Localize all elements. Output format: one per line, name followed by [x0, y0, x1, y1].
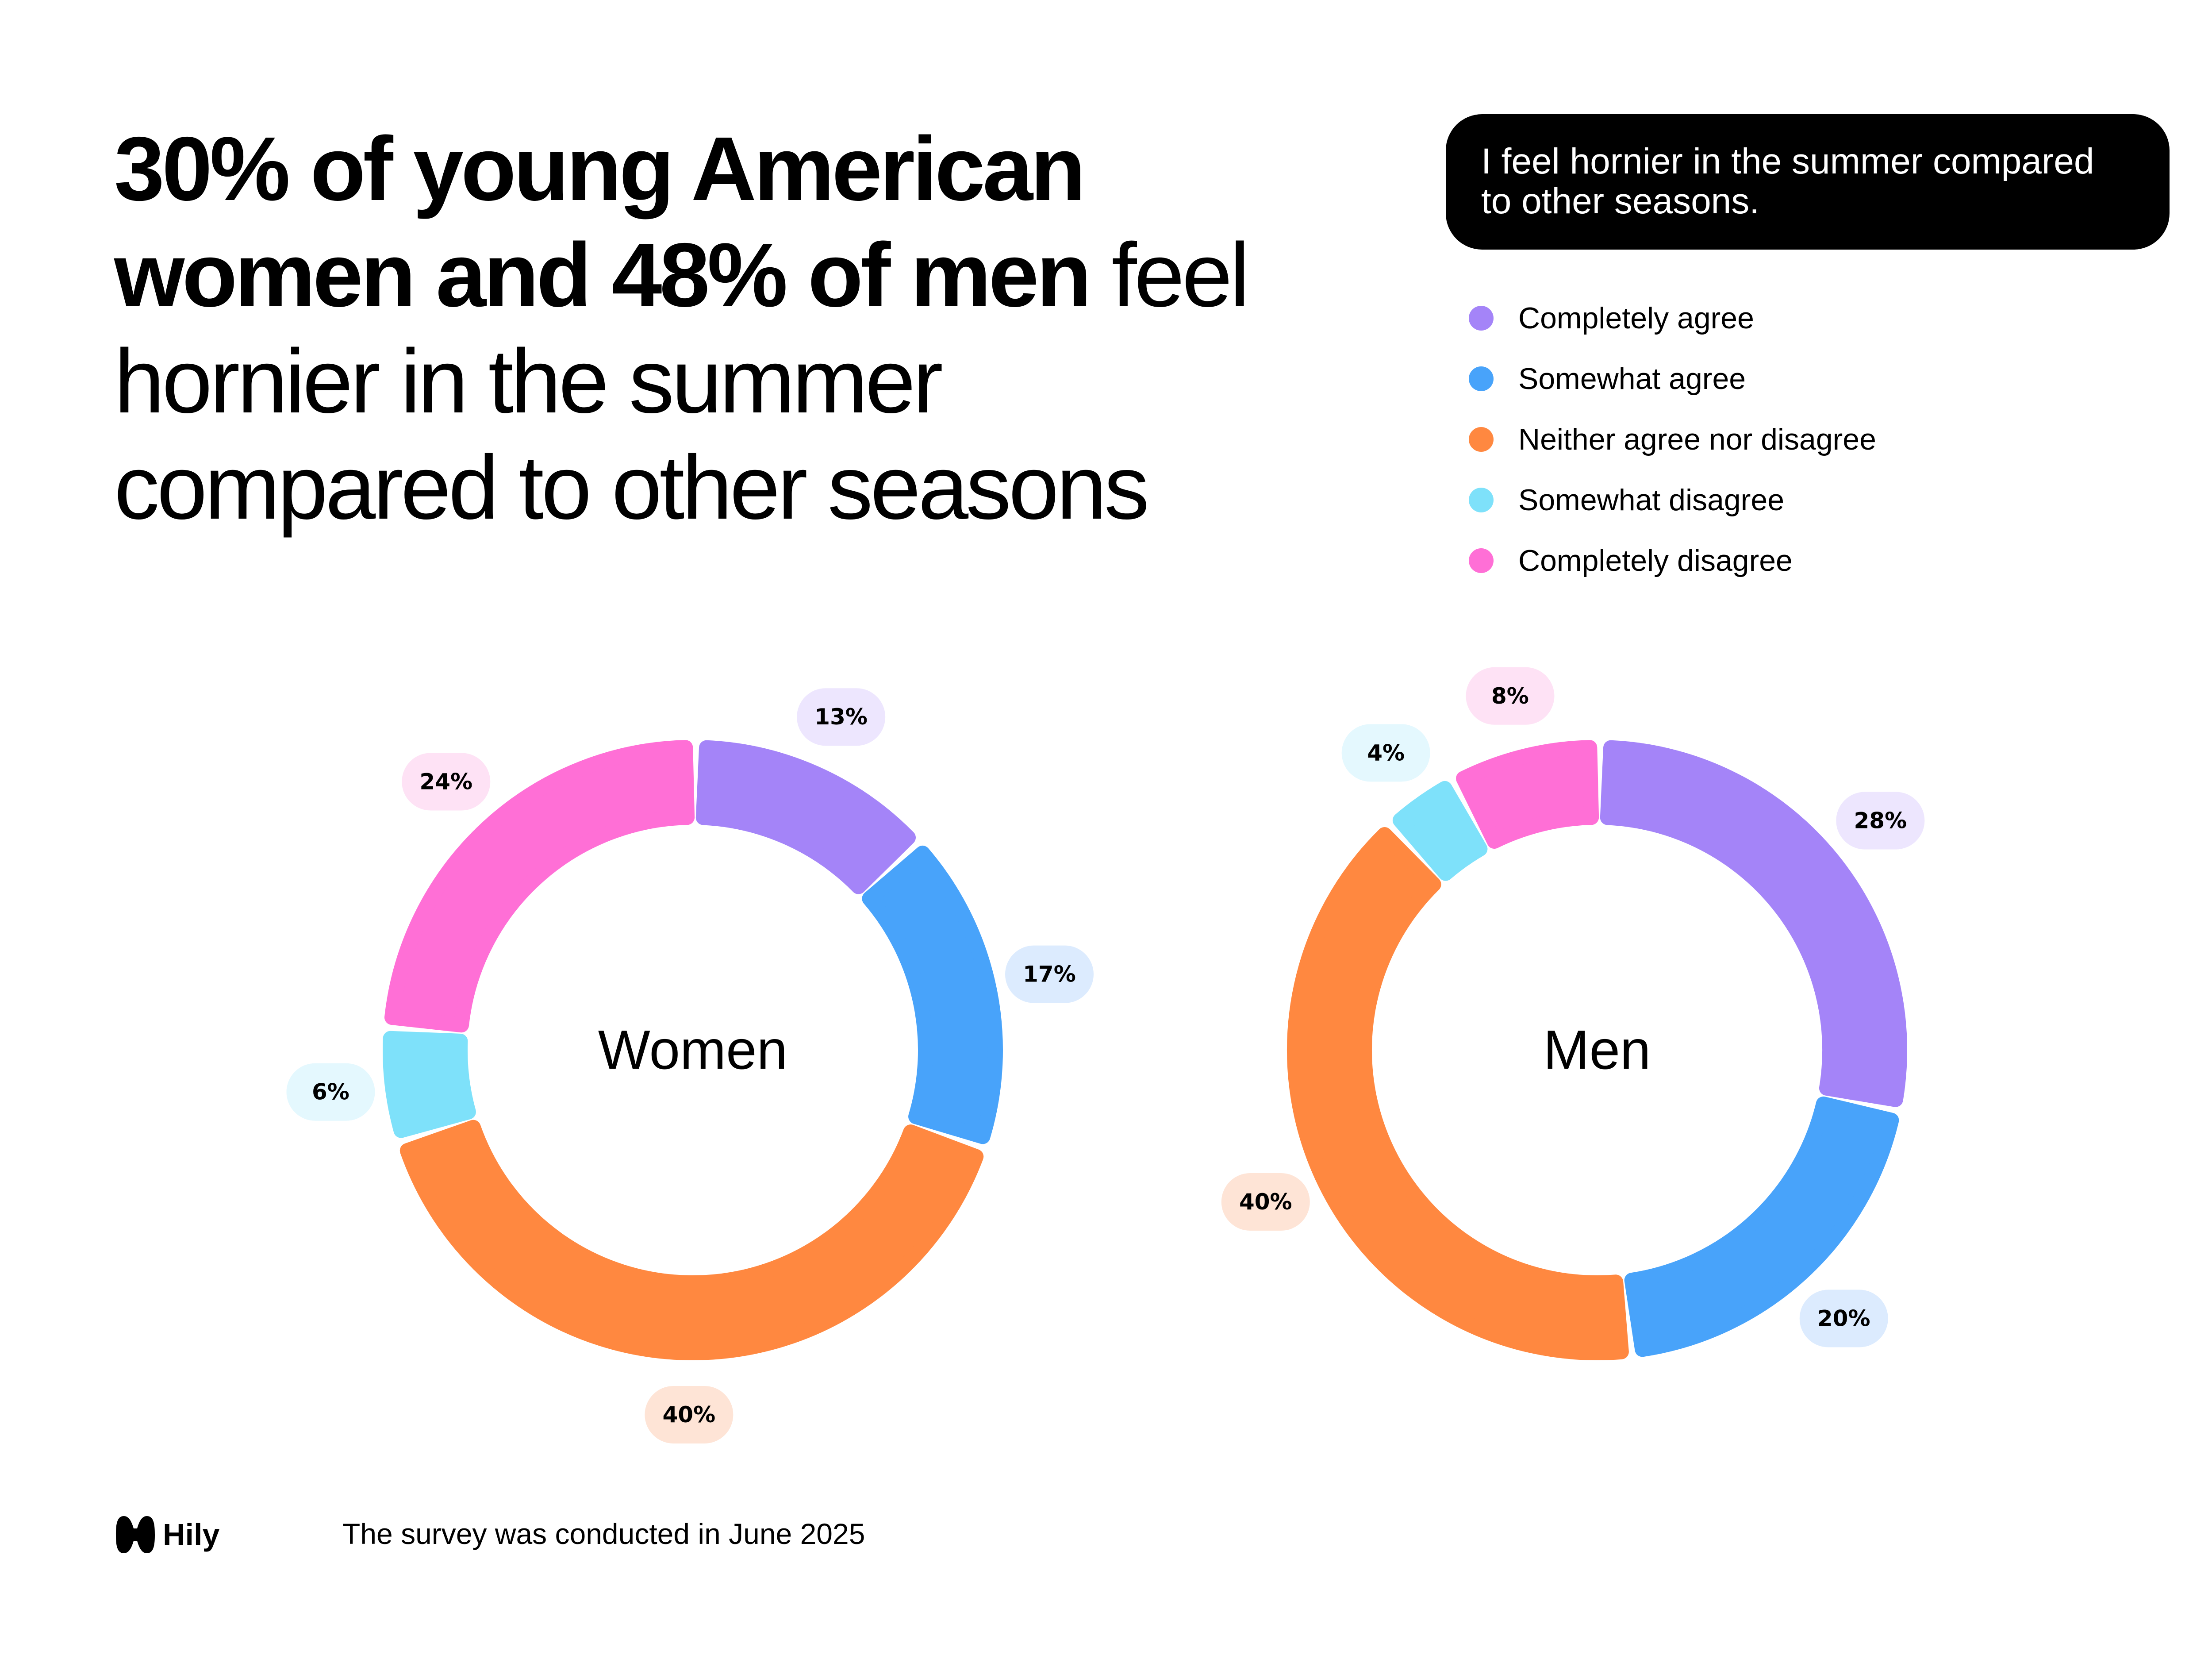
donut-women: 13% 17% 40% 6% 24% Women	[286, 688, 1094, 1443]
donut-slice-neither-agree-nor-disagree	[399, 1120, 984, 1360]
legend-item-somewhat-disagree: Somewhat disagree	[1469, 470, 1876, 530]
value-label: 8%	[1491, 683, 1529, 709]
value-label: 24%	[419, 769, 472, 794]
legend-label: Somewhat agree	[1518, 362, 1746, 396]
donut-men: 28% 20% 40% 4% 8% Men	[1221, 667, 1925, 1360]
donut-slice-completely-agree	[695, 740, 916, 894]
value-label-pill	[1836, 792, 1925, 850]
headline-rest: feel hornier in the summer compared to o…	[114, 224, 1250, 538]
legend-item-somewhat-agree: Somewhat agree	[1469, 348, 1876, 409]
legend: Completely agree Somewhat agree Neither …	[1469, 288, 1876, 591]
legend-label: Neither agree nor disagree	[1518, 422, 1876, 456]
value-label: 40%	[1239, 1189, 1292, 1215]
legend-item-completely-agree: Completely agree	[1469, 288, 1876, 348]
value-label-pill	[1221, 1173, 1310, 1231]
donut-slice-somewhat-disagree	[1392, 781, 1488, 881]
legend-item-completely-disagree: Completely disagree	[1469, 530, 1876, 591]
question-text: I feel hornier in the summer compared to…	[1481, 141, 2094, 221]
legend-label: Completely agree	[1518, 301, 1754, 335]
value-label: 13%	[814, 704, 868, 730]
value-label: 40%	[663, 1402, 716, 1428]
donut-slice-somewhat-disagree	[383, 1031, 476, 1138]
value-label-pill	[1341, 724, 1430, 782]
value-label: 6%	[312, 1079, 349, 1105]
legend-dot-icon	[1469, 487, 1494, 512]
value-label-pill	[797, 688, 886, 746]
value-label-pill	[1799, 1289, 1888, 1347]
donut-center-label: Men	[1543, 1020, 1651, 1081]
donut-slice-somewhat-agree	[1624, 1096, 1899, 1357]
brand-logo: Hily	[114, 1513, 219, 1556]
legend-dot-icon	[1469, 427, 1494, 452]
legend-label: Somewhat disagree	[1518, 483, 1785, 517]
value-label-pill	[286, 1063, 375, 1121]
donut-slice-completely-agree	[1600, 740, 1907, 1107]
headline: 30% of young American women and 48% of m…	[114, 116, 1309, 541]
legend-dot-icon	[1469, 305, 1494, 331]
value-label-pill	[645, 1386, 733, 1443]
value-label: 28%	[1854, 808, 1907, 833]
value-label: 20%	[1817, 1306, 1870, 1332]
value-label-pill	[1466, 667, 1555, 725]
legend-item-neither: Neither agree nor disagree	[1469, 409, 1876, 470]
donut-slice-neither-agree-nor-disagree	[1286, 827, 1629, 1360]
donut-slice-completely-disagree	[384, 740, 695, 1033]
legend-dot-icon	[1469, 548, 1494, 573]
legend-dot-icon	[1469, 366, 1494, 391]
hily-logo-icon	[116, 1516, 155, 1553]
survey-note: The survey was conducted in June 2025	[342, 1517, 865, 1550]
donut-slice-completely-disagree	[1456, 740, 1599, 849]
legend-label: Completely disagree	[1518, 543, 1793, 577]
brand-name: Hily	[163, 1517, 220, 1552]
question-box: I feel hornier in the summer compared to…	[1446, 114, 2170, 250]
value-label: 4%	[1367, 740, 1405, 766]
value-label-pill	[402, 753, 491, 811]
value-label: 17%	[1023, 962, 1076, 987]
headline-bold: 30% of young American women and 48% of m…	[114, 118, 1092, 326]
donut-center-label: Women	[598, 1020, 787, 1081]
donut-slice-somewhat-agree	[862, 845, 1003, 1144]
value-label-pill	[1005, 945, 1094, 1003]
